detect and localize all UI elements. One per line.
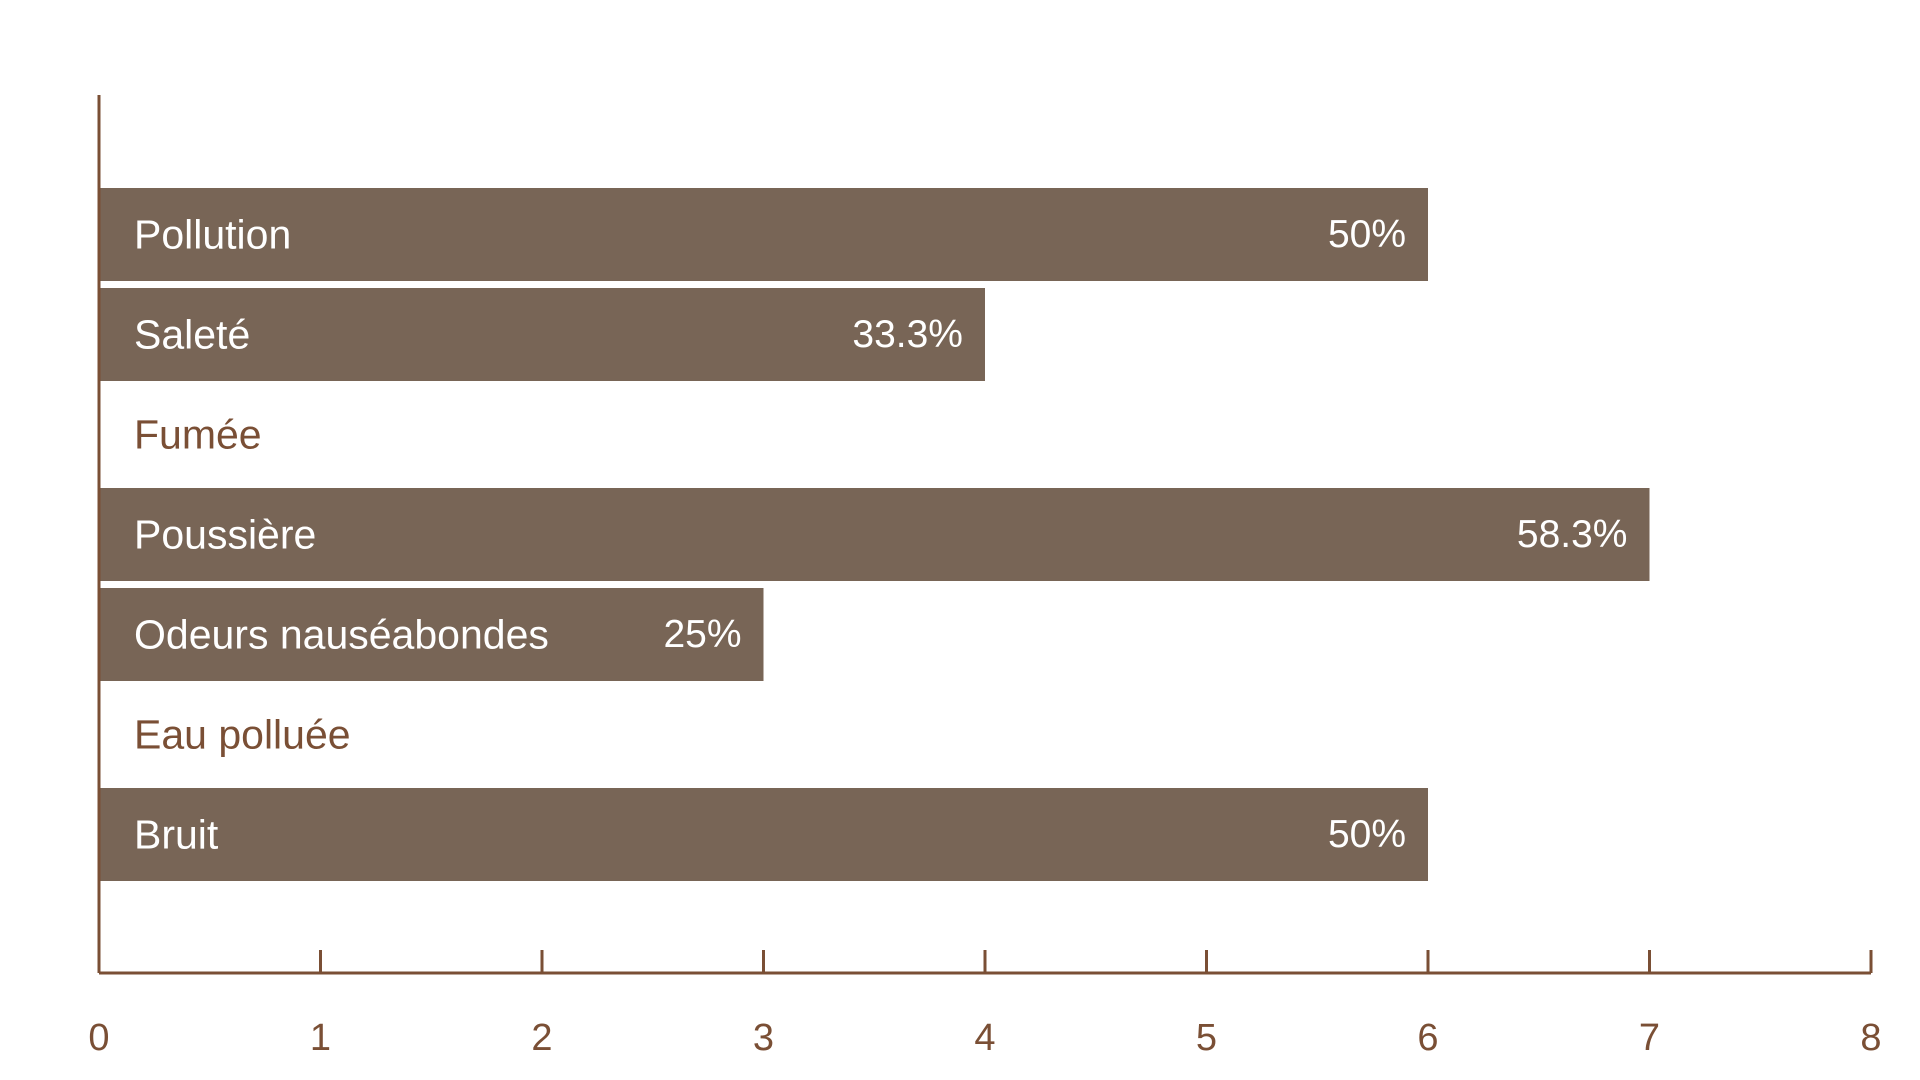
data-label: 58.3%: [1517, 513, 1628, 556]
bar: [99, 188, 1428, 281]
x-tick-label: 7: [1639, 1017, 1660, 1059]
bars-layer: Pollution 50% Saleté 33.3% Fumée Poussière 58.…: [99, 188, 1650, 881]
data-label: 50%: [1328, 213, 1406, 256]
x-tick-label: 6: [1417, 1017, 1438, 1059]
bar-group: Saleté 33.3%: [99, 288, 985, 381]
bar: [99, 288, 985, 381]
x-tick-label: 5: [1196, 1017, 1217, 1059]
x-tick-label: 1: [310, 1017, 331, 1059]
category-label: Eau polluée: [134, 712, 351, 758]
bar: [99, 788, 1428, 881]
category-label: Poussière: [134, 512, 316, 558]
data-label: 33.3%: [852, 313, 963, 356]
bar-group: Pollution 50%: [99, 188, 1428, 281]
bar-group: Odeurs nauséabondes 25%: [99, 588, 764, 681]
data-label: 25%: [663, 613, 741, 656]
bar-group: Poussière 58.3%: [99, 488, 1650, 581]
category-label: Pollution: [134, 212, 291, 258]
x-ticks: 0 1 2 3 4 5 6 7 8: [88, 950, 1882, 1059]
category-label: Saleté: [134, 312, 250, 358]
category-label: Fumée: [134, 412, 262, 458]
bar: [99, 588, 764, 681]
category-label: Bruit: [134, 812, 219, 858]
x-tick-label: 0: [88, 1017, 109, 1059]
x-tick-label: 4: [974, 1017, 995, 1059]
x-tick-label: 2: [531, 1017, 552, 1059]
bar-group: Bruit 50%: [99, 788, 1428, 881]
x-tick-label: 8: [1860, 1017, 1881, 1059]
bar-group: Fumée: [134, 412, 262, 458]
bar: [99, 488, 1650, 581]
bar-group: Eau polluée: [134, 712, 351, 758]
data-label: 50%: [1328, 813, 1406, 856]
x-tick-label: 3: [753, 1017, 774, 1059]
category-label: Odeurs nauséabondes: [134, 612, 549, 658]
